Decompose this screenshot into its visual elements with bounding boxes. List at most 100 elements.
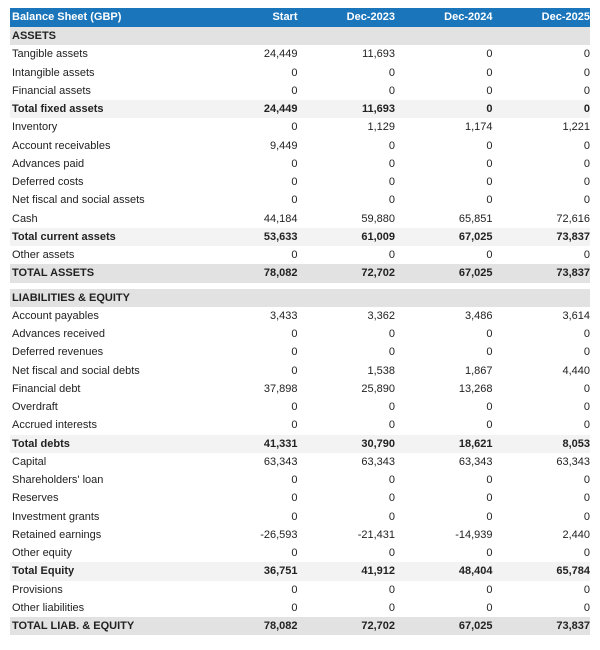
cell-value: 73,837 xyxy=(556,620,590,632)
cell-value: 0 xyxy=(388,194,395,207)
column-header: Dec-2025 xyxy=(541,11,590,23)
cell-value: 0 xyxy=(583,601,590,614)
cell-value: 1,221 xyxy=(562,121,590,134)
section-title: LIABILITIES & EQUITY xyxy=(12,291,130,304)
cell-value: 67,025 xyxy=(458,267,493,280)
cell-value: 4,440 xyxy=(562,364,590,377)
cell-value: 0 xyxy=(486,66,493,79)
cell-value: 59,880 xyxy=(361,212,395,225)
cell-value: 0 xyxy=(486,601,493,614)
cell-value: 0 xyxy=(583,474,590,486)
table-row: Deferred revenues 0 0 0 0 xyxy=(10,343,590,361)
cell-value: 65,784 xyxy=(556,565,590,578)
cell-value: -21,431 xyxy=(357,528,395,541)
cell-value: 18,621 xyxy=(458,437,493,450)
cell-value: 0 xyxy=(486,328,493,340)
cell-value: 72,702 xyxy=(361,620,395,632)
cell-value: 0 xyxy=(486,419,493,432)
row-label: Net fiscal and social assets xyxy=(12,194,145,207)
table-row: Deferred costs 0 0 0 0 xyxy=(10,173,590,191)
row-label: Other equity xyxy=(12,547,72,559)
cell-value: 0 xyxy=(583,66,590,79)
cell-value: 24,449 xyxy=(263,48,298,61)
cell-value: 0 xyxy=(388,474,395,486)
row-label: Provisions xyxy=(12,583,63,596)
cell-value: 0 xyxy=(388,419,395,432)
total-row: TOTAL ASSETS 78,082 72,702 67,025 73,837 xyxy=(10,264,590,283)
cell-value: 0 xyxy=(291,364,298,377)
row-label: Total fixed assets xyxy=(12,103,104,115)
cell-value: 0 xyxy=(486,249,493,261)
table-row: Account payables 3,433 3,362 3,486 3,614 xyxy=(10,307,590,325)
total-row: Total Equity 36,751 41,912 48,404 65,784 xyxy=(10,562,590,581)
cell-value: 0 xyxy=(486,547,493,559)
cell-value: 37,898 xyxy=(263,382,298,395)
cell-value: 41,912 xyxy=(361,565,395,578)
row-label: Capital xyxy=(12,455,47,468)
cell-value: 0 xyxy=(291,492,298,505)
row-label: Reserves xyxy=(12,492,59,505)
cell-value: 48,404 xyxy=(458,565,493,578)
table-row: Other liabilities 0 0 0 0 xyxy=(10,599,590,617)
cell-value: 0 xyxy=(583,157,590,170)
cell-value: 24,449 xyxy=(263,103,298,115)
table-row: Other equity 0 0 0 0 xyxy=(10,544,590,562)
row-label: Intangible assets xyxy=(12,66,95,79)
table-row: Provisions 0 0 0 0 xyxy=(10,581,590,599)
row-label: Cash xyxy=(12,212,38,225)
cell-value: 63,343 xyxy=(263,455,298,468)
row-label: Investment grants xyxy=(12,510,100,523)
section-header: LIABILITIES & EQUITY xyxy=(10,288,590,307)
cell-value: 0 xyxy=(583,48,590,61)
cell-value: 0 xyxy=(583,139,590,152)
cell-value: 0 xyxy=(583,176,590,188)
total-row: TOTAL LIAB. & EQUITY 78,082 72,702 67,025 73… xyxy=(10,617,590,636)
row-label: Tangible assets xyxy=(12,48,88,61)
row-label: Accrued interests xyxy=(12,419,97,432)
cell-value: -14,939 xyxy=(455,528,493,541)
cell-value: 0 xyxy=(291,328,298,340)
total-row: Total current assets 53,633 61,009 67,025 73… xyxy=(10,227,590,246)
row-label: Total Equity xyxy=(12,565,75,578)
row-label: Shareholders' loan xyxy=(12,474,104,486)
cell-value: 0 xyxy=(486,48,493,61)
cell-value: 0 xyxy=(486,492,493,505)
cell-value: 0 xyxy=(486,157,493,170)
cell-value: 0 xyxy=(388,176,395,188)
cell-value: 0 xyxy=(583,583,590,596)
row-label: Financial assets xyxy=(12,84,91,97)
cell-value: 3,614 xyxy=(562,309,590,322)
cell-value: 0 xyxy=(486,474,493,486)
cell-value: 0 xyxy=(291,401,298,413)
cell-value: 0 xyxy=(486,194,493,207)
cell-value: 3,486 xyxy=(464,309,493,322)
cell-value: 53,633 xyxy=(263,230,298,243)
row-label: Total current assets xyxy=(12,230,116,243)
table-row: Capital 63,343 63,343 63,343 63,343 xyxy=(10,453,590,471)
cell-value: 0 xyxy=(583,84,590,97)
cell-value: 0 xyxy=(291,176,298,188)
section-header: ASSETS xyxy=(10,27,590,46)
total-row: Total fixed assets 24,449 11,693 0 0 xyxy=(10,100,590,119)
cell-value: 0 xyxy=(583,547,590,559)
cell-value: 36,751 xyxy=(263,565,298,578)
cell-value: 0 xyxy=(291,547,298,559)
cell-value: 0 xyxy=(388,583,395,596)
table-row: Intangible assets 0 0 0 0 xyxy=(10,64,590,82)
table-row: Cash 44,184 59,880 65,851 72,616 xyxy=(10,210,590,228)
cell-value: 11,693 xyxy=(362,48,395,61)
cell-value: 1,867 xyxy=(464,364,493,377)
table-row: Inventory 0 1,129 1,174 1,221 xyxy=(10,118,590,136)
table-row: Shareholders' loan 0 0 0 0 xyxy=(10,471,590,489)
table-row: Retained earnings -26,593 -21,431 -14,939 2,… xyxy=(10,526,590,544)
balance-sheet-table: Balance Sheet (GBP) Start Dec-2023 Dec-2… xyxy=(10,8,590,636)
row-label: Advances received xyxy=(12,328,105,340)
cell-value: 0 xyxy=(583,194,590,207)
cell-value: 0 xyxy=(291,601,298,614)
cell-value: 73,837 xyxy=(556,267,590,280)
table-row: Tangible assets 24,449 11,693 0 0 xyxy=(10,45,590,63)
cell-value: 41,331 xyxy=(263,437,298,450)
cell-value: 44,184 xyxy=(263,212,298,225)
cell-value: 0 xyxy=(486,139,493,152)
table-row: Advances received 0 0 0 0 xyxy=(10,325,590,343)
